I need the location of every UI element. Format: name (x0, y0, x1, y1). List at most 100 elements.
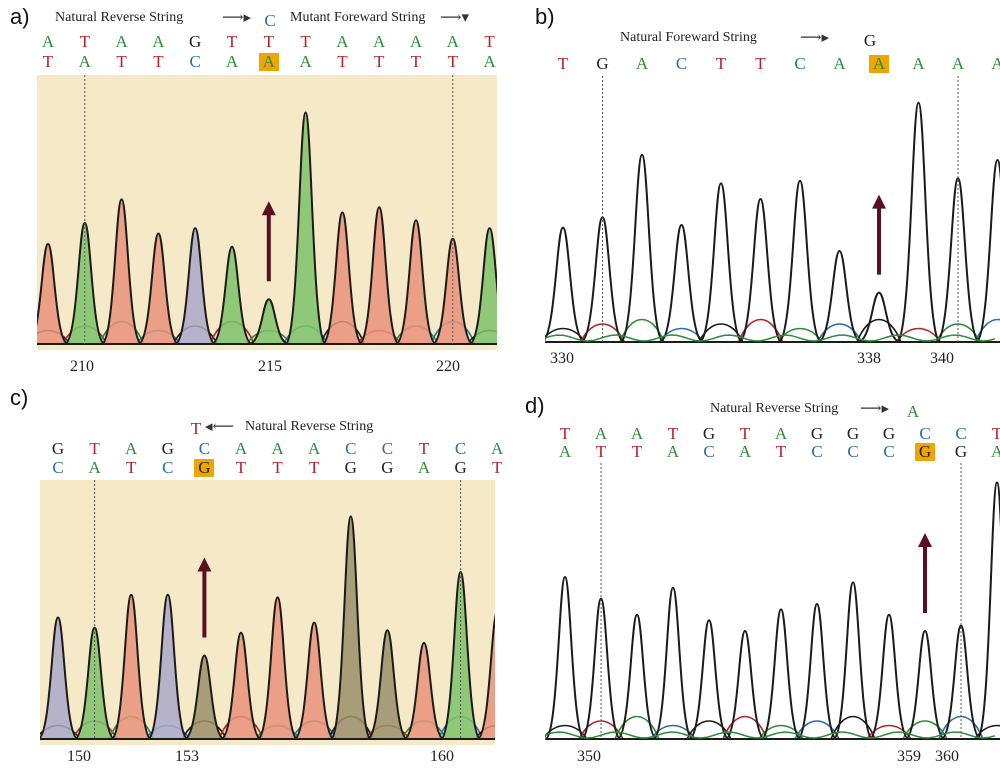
axis-label-160: 160 (430, 748, 454, 765)
top-base: A (869, 55, 889, 73)
top-base: A (446, 32, 459, 51)
chromatogram-svg (40, 480, 495, 740)
baseline-trace (737, 318, 784, 343)
substituted-base: T (190, 419, 202, 438)
baseline-trace (974, 318, 1000, 343)
peak (974, 158, 1000, 343)
peak (737, 197, 784, 343)
bottom-base: G (954, 442, 968, 461)
axis-label-330: 330 (550, 350, 574, 367)
bottom-base: T (116, 52, 127, 71)
top-base: G (810, 424, 824, 443)
peak (777, 179, 823, 343)
top-base: C (675, 54, 688, 73)
top-base: T (667, 424, 679, 443)
peak (652, 586, 694, 740)
chromatogram-svg (545, 463, 1000, 740)
bottom-base: G (344, 458, 357, 477)
baseline-trace (830, 715, 876, 740)
top-base: A (635, 54, 649, 73)
top-base: T (418, 439, 430, 458)
baseline-trace (650, 724, 696, 740)
bottom-base: A (417, 458, 431, 477)
top-base: A (491, 439, 504, 458)
peak (357, 206, 401, 345)
top-base: C (345, 439, 357, 458)
top-base: T (484, 32, 495, 51)
peak (468, 227, 497, 345)
peak (619, 153, 665, 343)
axis-label-153: 153 (175, 748, 199, 765)
top-base: G (51, 439, 65, 458)
top-base: C (198, 439, 211, 458)
peak (366, 629, 409, 740)
bottom-base: A (225, 52, 239, 71)
peak (137, 232, 180, 345)
peak (248, 298, 290, 345)
peak (183, 654, 226, 740)
top-base: A (125, 439, 138, 458)
substituted-base: A (906, 402, 920, 421)
bottom-base: C (847, 442, 859, 461)
chromatogram-svg (37, 75, 497, 345)
baseline-trace (698, 323, 744, 343)
bottom-base: C (703, 442, 715, 461)
baseline-trace (856, 318, 902, 343)
top-base: G (846, 424, 860, 443)
baseline-trace (474, 725, 495, 740)
peak (895, 101, 942, 343)
bottom-base: T (42, 52, 54, 71)
baseline-trace (614, 715, 660, 740)
bottom-base: C (189, 52, 201, 71)
bottom-base: T (631, 442, 643, 461)
top-base: T (89, 439, 100, 458)
axis-label-340: 340 (930, 350, 954, 367)
axis-label-210: 210 (70, 358, 94, 375)
peak (688, 619, 730, 740)
mutation-arrowhead-icon (261, 201, 276, 216)
chromatogram-plot (40, 480, 495, 745)
top-base: A (991, 54, 1000, 73)
top-base: T (715, 54, 727, 73)
top-base: G (189, 32, 202, 51)
top-base: T (557, 54, 569, 73)
bottom-base: T (337, 52, 348, 71)
bottom-base: G (915, 443, 935, 461)
peak (580, 597, 622, 740)
top-base: A (833, 54, 846, 73)
baseline-trace (722, 715, 768, 740)
bottom-base: A (78, 52, 91, 71)
peak (293, 621, 336, 740)
panel-label: a) (10, 4, 30, 29)
peak (37, 243, 69, 345)
top-base: A (409, 32, 423, 51)
peak (146, 593, 189, 740)
bottom-base: G (194, 459, 215, 477)
top-base: C (794, 54, 806, 73)
right-arrow-icon: ⟶▸ (222, 10, 252, 26)
peak (976, 481, 1000, 740)
bottom-base: A (88, 458, 101, 477)
mutation-arrowhead-icon (197, 557, 212, 572)
baseline-trace (545, 334, 996, 342)
top-base: G (596, 54, 609, 73)
natural-foreward-string-note: Natural Foreward String (620, 30, 757, 45)
peak (40, 616, 80, 740)
peak (545, 226, 586, 343)
top-base: A (630, 424, 644, 443)
top-base: A (336, 32, 349, 51)
top-base: A (271, 439, 284, 458)
bottom-base: A (299, 52, 312, 71)
peak (616, 613, 658, 740)
chromatogram-plot (545, 76, 1000, 348)
peak (256, 596, 299, 740)
top-base: A (912, 54, 925, 73)
mutation-arrowhead-icon (918, 533, 932, 547)
bottom-base: A (666, 442, 680, 461)
